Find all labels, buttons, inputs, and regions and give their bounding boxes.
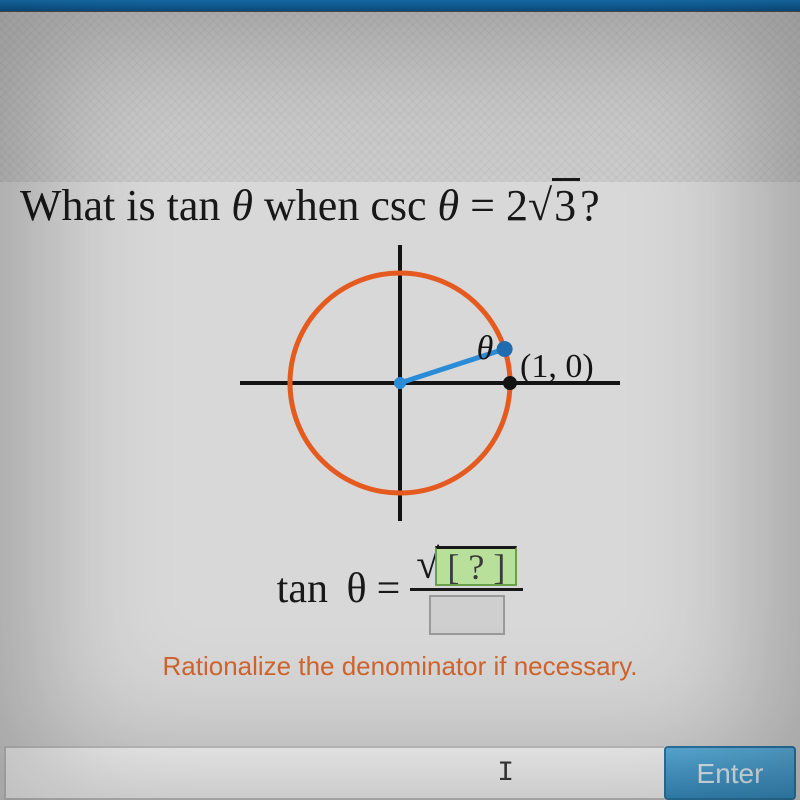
numerator: √ [ ? ] [410, 542, 523, 591]
problem-content: What is tan θ when csc θ = 2√3? θ(1, 0) … [0, 180, 800, 682]
q-sqrt: √3 [528, 180, 580, 231]
enter-button[interactable]: Enter [664, 746, 796, 800]
q-mark: ? [580, 181, 600, 230]
answer-formula: tan θ= √ [ ? ] [20, 542, 780, 643]
denominator [410, 591, 523, 643]
q-theta-2: θ [438, 181, 460, 230]
svg-text:(1, 0): (1, 0) [520, 348, 594, 385]
radical-icon: √ [528, 181, 552, 230]
q-radicand: 3 [552, 178, 580, 230]
answer-input[interactable]: I [4, 746, 664, 800]
svg-text:θ: θ [477, 330, 494, 367]
question-text: What is tan θ when csc θ = 2√3? [20, 180, 780, 231]
page-texture [0, 12, 800, 182]
q-theta-1: θ [231, 181, 253, 230]
q-prefix: What is tan [20, 181, 231, 230]
f-tan: tan [277, 566, 339, 612]
unit-circle-figure: θ(1, 0) [240, 241, 560, 536]
f-eq: = [377, 566, 401, 612]
answer-input-bar: I Enter [4, 746, 796, 800]
q-mid: when csc [253, 181, 438, 230]
f-theta: θ [346, 566, 366, 612]
browser-chrome-bar [0, 0, 800, 12]
q-eq: = 2 [459, 181, 528, 230]
unit-circle-svg: θ (1, 0) [240, 241, 660, 531]
answer-box-numerator[interactable]: [ ? ] [435, 546, 517, 586]
text-cursor-icon: I [497, 758, 514, 789]
fraction: √ [ ? ] [410, 542, 523, 643]
answer-box-denominator[interactable] [429, 595, 505, 635]
hint-text: Rationalize the denominator if necessary… [20, 651, 780, 682]
